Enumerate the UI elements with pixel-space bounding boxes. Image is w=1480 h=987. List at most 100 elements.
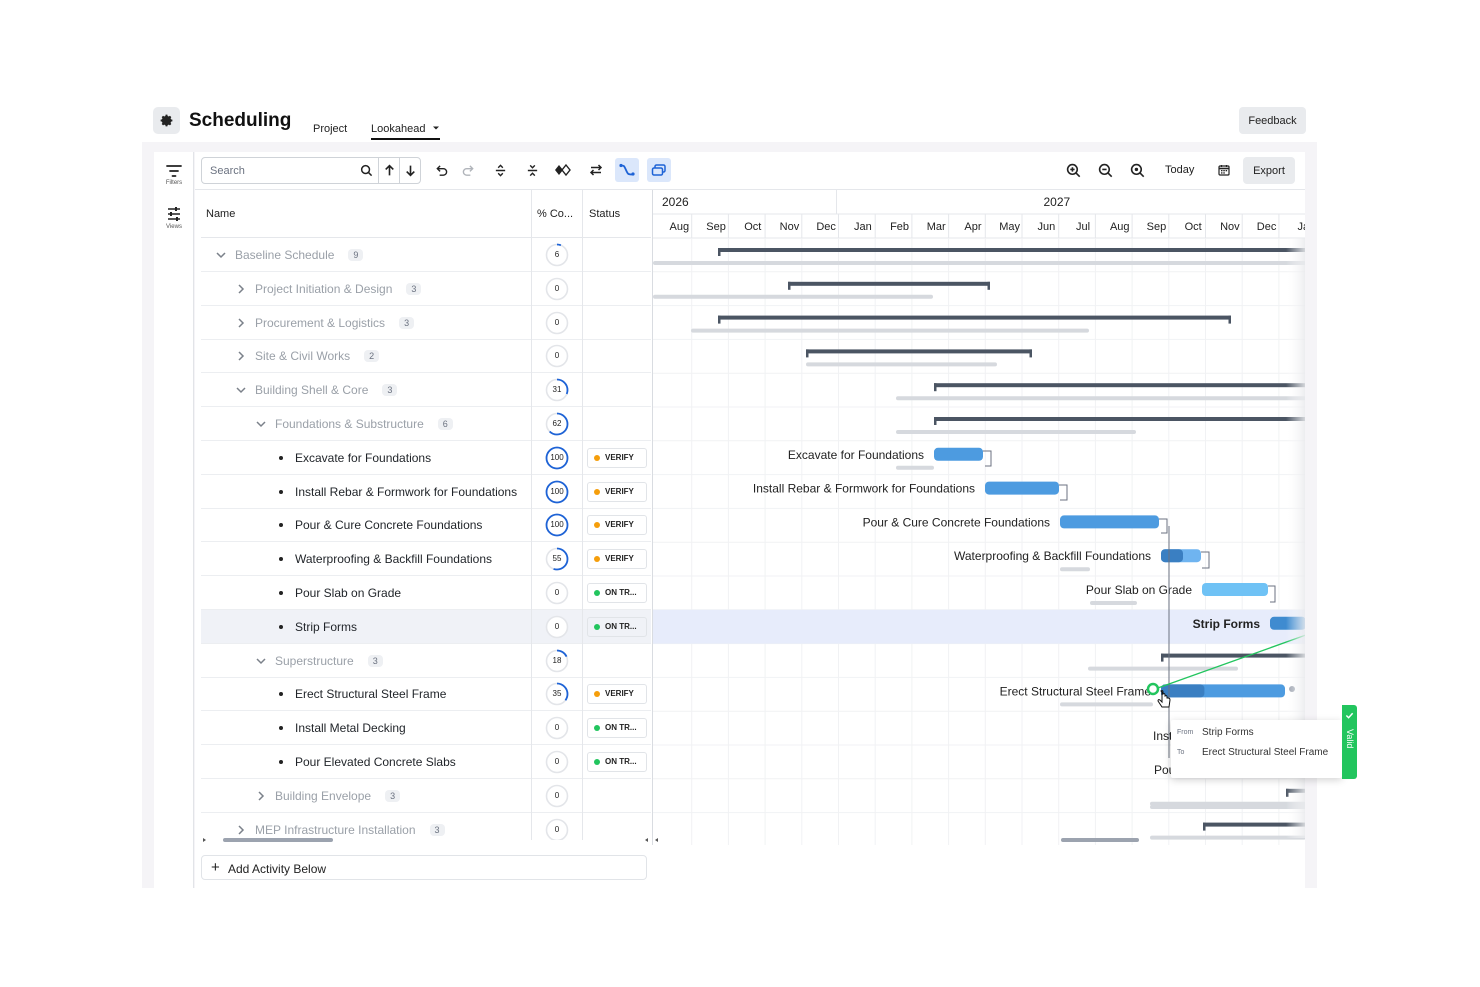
task-bar[interactable] xyxy=(1060,515,1159,529)
scroll-left-icon[interactable] xyxy=(655,838,658,842)
chevron-down-icon[interactable] xyxy=(215,249,227,261)
summary-bar[interactable] xyxy=(934,417,1305,421)
column-header-name[interactable]: Name xyxy=(206,208,236,220)
activity-name[interactable]: MEP Infrastructure Installation 3 xyxy=(255,823,445,837)
chevron-right-icon[interactable] xyxy=(255,790,267,802)
status-badge[interactable]: ON TR... xyxy=(587,616,647,637)
tab-lookahead[interactable]: Lookahead xyxy=(371,123,440,140)
table-row[interactable]: Install Rebar & Formwork for Foundations… xyxy=(201,475,651,509)
summary-bar[interactable] xyxy=(1161,653,1305,658)
search-icon[interactable] xyxy=(360,164,373,177)
views-button[interactable]: Views xyxy=(154,206,194,230)
table-row[interactable]: Project Initiation & Design 3 0 xyxy=(201,272,651,306)
status-badge[interactable]: VERIFY xyxy=(587,549,647,570)
feedback-button[interactable]: Feedback xyxy=(1239,107,1306,134)
activity-name[interactable]: Procurement & Logistics 3 xyxy=(255,316,415,330)
chevron-right-icon[interactable] xyxy=(235,283,247,295)
summary-bar[interactable] xyxy=(718,315,1231,320)
activity-name[interactable]: Install Rebar & Formwork for Foundations xyxy=(295,485,517,499)
status-badge[interactable]: VERIFY xyxy=(587,515,647,536)
chevron-down-icon[interactable] xyxy=(255,655,267,667)
activity-name[interactable]: Pour Slab on Grade xyxy=(295,586,401,600)
redo-button[interactable] xyxy=(459,161,477,179)
status-badge[interactable]: ON TR... xyxy=(587,583,647,603)
task-bar[interactable] xyxy=(985,481,1059,495)
filters-button[interactable]: Filters xyxy=(154,164,194,186)
activity-name[interactable]: Excavate for Foundations xyxy=(295,451,431,465)
table-row[interactable]: Baseline Schedule 9 6 xyxy=(201,238,651,272)
zoom-fit-button[interactable] xyxy=(1128,161,1146,179)
activity-name[interactable]: Pour & Cure Concrete Foundations xyxy=(295,518,482,532)
activity-name[interactable]: Building Shell & Core 3 xyxy=(255,383,398,397)
export-button[interactable]: Export xyxy=(1243,157,1295,184)
chevron-down-icon[interactable] xyxy=(255,418,267,430)
status-badge[interactable]: ON TR... xyxy=(587,718,647,739)
today-button[interactable]: Today xyxy=(1165,164,1195,176)
activity-name[interactable]: Waterproofing & Backfill Foundations xyxy=(295,552,492,566)
column-divider[interactable] xyxy=(531,190,532,238)
table-row[interactable]: Erect Structural Steel Frame 35 VERIFY xyxy=(201,677,651,712)
chevron-right-icon[interactable] xyxy=(235,824,247,836)
status-badge[interactable]: ON TR... xyxy=(587,752,647,772)
summary-bar[interactable] xyxy=(806,349,1032,354)
activity-name[interactable]: Erect Structural Steel Frame xyxy=(295,687,446,701)
table-row[interactable]: Strip Forms 0 ON TR... xyxy=(201,609,651,644)
status-badge[interactable]: VERIFY xyxy=(587,684,647,705)
summary-bar[interactable] xyxy=(934,383,1305,388)
table-row[interactable]: Pour Elevated Concrete Slabs 0 ON TR... xyxy=(201,745,651,779)
column-header-percent-complete[interactable]: % Co... xyxy=(537,208,574,220)
status-badge[interactable]: VERIFY xyxy=(587,481,647,502)
activity-name[interactable]: Project Initiation & Design 3 xyxy=(255,282,422,296)
critical-path-button[interactable] xyxy=(554,161,572,179)
dependency-mode-button[interactable] xyxy=(615,158,639,182)
table-row[interactable]: Superstructure 3 18 xyxy=(201,644,651,678)
table-row[interactable]: Foundations & Substructure 6 62 xyxy=(201,407,651,441)
zoom-out-button[interactable] xyxy=(1096,161,1114,179)
tab-project[interactable]: Project xyxy=(313,123,348,135)
settings-button[interactable] xyxy=(153,107,180,134)
table-row[interactable]: Waterproofing & Backfill Foundations 55 VE… xyxy=(201,542,651,577)
activity-name[interactable]: Strip Forms xyxy=(295,620,357,634)
activity-name[interactable]: Baseline Schedule 9 xyxy=(235,248,364,262)
summary-bar[interactable] xyxy=(788,281,990,286)
table-row[interactable]: Excavate for Foundations 100 VERIFY xyxy=(201,441,651,475)
calendar-button[interactable] xyxy=(1215,161,1233,179)
table-row[interactable]: Site & Civil Works 2 0 xyxy=(201,339,651,374)
column-header-status[interactable]: Status xyxy=(589,208,621,220)
dependency-anchor-start[interactable] xyxy=(1146,682,1160,696)
expand-all-button[interactable] xyxy=(491,161,509,179)
table-row[interactable]: Building Envelope 3 0 xyxy=(201,779,651,813)
summary-bar[interactable] xyxy=(1203,822,1305,827)
undo-button[interactable] xyxy=(432,161,450,179)
arrow-up-icon[interactable] xyxy=(383,164,396,177)
search-box[interactable]: Search xyxy=(201,157,421,184)
task-bar[interactable] xyxy=(1202,583,1268,596)
column-divider[interactable] xyxy=(582,190,583,238)
search-input[interactable]: Search xyxy=(210,165,245,177)
grid-horizontal-scrollbar[interactable] xyxy=(201,834,651,846)
add-activity-button[interactable]: + Add Activity Below xyxy=(201,855,647,880)
table-row[interactable]: Pour & Cure Concrete Foundations 100 VERIF… xyxy=(201,508,651,543)
activity-name[interactable]: Site & Civil Works 2 xyxy=(255,349,380,363)
activity-name[interactable]: Building Envelope 3 xyxy=(275,789,401,803)
arrow-down-icon[interactable] xyxy=(404,164,417,177)
task-bar[interactable] xyxy=(934,447,983,461)
table-row[interactable]: Install Metal Decking 0 ON TR... xyxy=(201,711,651,746)
status-badge[interactable]: VERIFY xyxy=(587,447,647,468)
activity-name[interactable]: Superstructure 3 xyxy=(275,654,383,668)
activity-name[interactable]: Foundations & Substructure 6 xyxy=(275,417,453,431)
summary-bar[interactable] xyxy=(718,248,1305,252)
gantt-horizontal-scrollbar[interactable] xyxy=(1061,838,1139,842)
table-row[interactable]: MEP Infrastructure Installation 3 0 xyxy=(201,813,651,840)
chevron-down-icon[interactable] xyxy=(235,384,247,396)
activity-name[interactable]: Pour Elevated Concrete Slabs xyxy=(295,755,456,769)
table-row[interactable]: Procurement & Logistics 3 0 xyxy=(201,306,651,340)
chevron-right-icon[interactable] xyxy=(235,317,247,329)
baseline-toggle-button[interactable] xyxy=(647,158,671,182)
swap-button[interactable] xyxy=(587,161,605,179)
table-row[interactable]: Pour Slab on Grade 0 ON TR... xyxy=(201,576,651,610)
chevron-right-icon[interactable] xyxy=(235,350,247,362)
activity-name[interactable]: Install Metal Decking xyxy=(295,721,406,735)
table-row[interactable]: Building Shell & Core 3 31 xyxy=(201,373,651,408)
zoom-in-button[interactable] xyxy=(1064,161,1082,179)
